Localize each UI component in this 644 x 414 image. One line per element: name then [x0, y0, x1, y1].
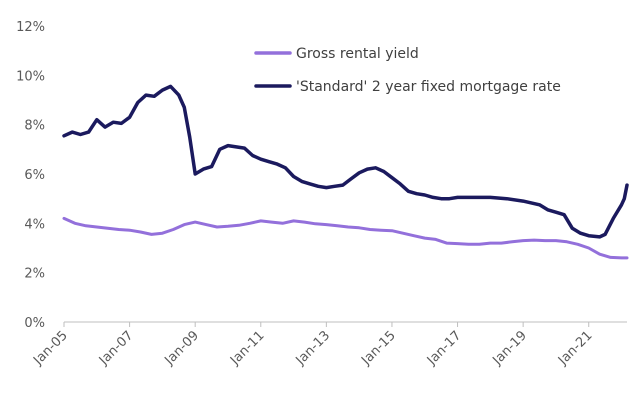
series-layer [62, 84, 629, 260]
x-tick-label: Jan-09 [162, 328, 203, 369]
y-tick-label: 10% [16, 69, 45, 84]
x-tick-label: Jan-17 [424, 328, 465, 369]
x-tick-label: Jan-21 [555, 328, 596, 369]
y-tick-label: 2% [24, 267, 45, 282]
y-axis: 0% 2% 4% 6% 8% 10% 12% [16, 20, 45, 331]
legend: Gross rental yield 'Standard' 2 year fixe… [254, 46, 561, 95]
series-line-mortgage-rate [62, 84, 629, 239]
legend-label: 'Standard' 2 year fixed mortgage rate [296, 79, 561, 95]
y-tick-label: 6% [24, 168, 45, 183]
x-axis: Jan-05 Jan-07 Jan-09 Jan-11 Jan-13 Jan-15 Jan-… [30, 321, 627, 369]
y-tick-label: 0% [24, 316, 45, 331]
x-tick-label: Jan-07 [96, 328, 137, 369]
y-tick-label: 8% [24, 119, 45, 134]
series-line-gross-rental-yield [62, 216, 629, 260]
x-tick-label: Jan-05 [30, 328, 71, 369]
x-tick-label: Jan-13 [293, 328, 334, 369]
x-tick-label: Jan-15 [358, 328, 399, 369]
x-tick-label: Jan-19 [489, 328, 530, 369]
y-tick-label: 4% [24, 217, 45, 232]
y-tick-label: 12% [16, 20, 45, 35]
x-tick-label: Jan-11 [227, 328, 268, 369]
legend-label: Gross rental yield [296, 46, 419, 62]
